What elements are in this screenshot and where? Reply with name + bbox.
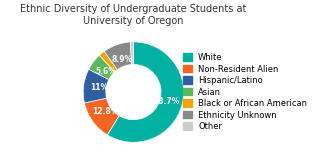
Legend: White, Non-Resident Alien, Hispanic/Latino, Asian, Black or African American, Et: White, Non-Resident Alien, Hispanic/Lati…	[182, 51, 309, 133]
Wedge shape	[89, 55, 115, 80]
Wedge shape	[99, 51, 117, 72]
Wedge shape	[104, 42, 132, 70]
Wedge shape	[130, 42, 134, 65]
Text: 11%: 11%	[91, 83, 109, 92]
Text: 12.8%: 12.8%	[93, 107, 119, 117]
Wedge shape	[85, 98, 119, 135]
Wedge shape	[83, 69, 109, 103]
Text: 58.7%: 58.7%	[153, 97, 179, 106]
Text: 8.9%: 8.9%	[111, 55, 133, 64]
Text: 5.6%: 5.6%	[96, 67, 117, 76]
Wedge shape	[107, 42, 183, 142]
Title: Ethnic Diversity of Undergraduate Students at
University of Oregon: Ethnic Diversity of Undergraduate Studen…	[20, 4, 247, 26]
